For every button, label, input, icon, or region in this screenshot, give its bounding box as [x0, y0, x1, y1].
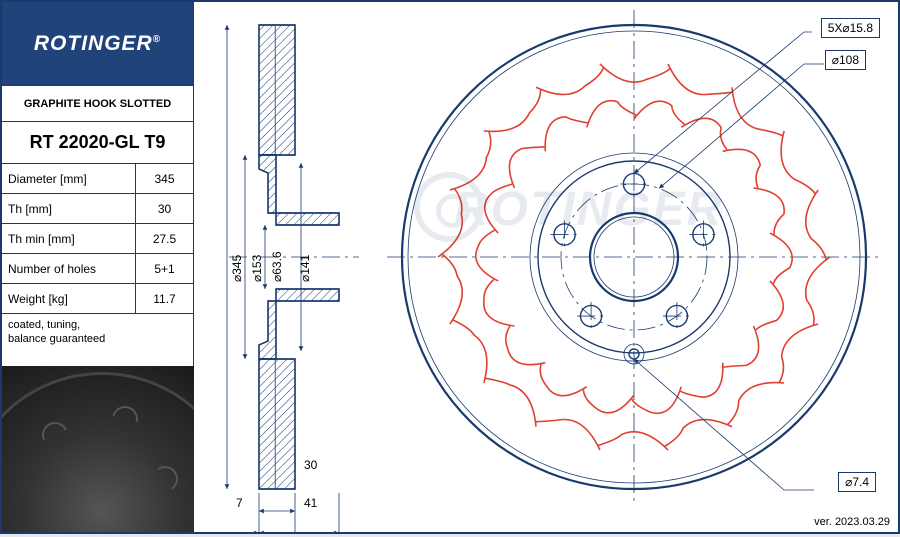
- spec-value: 11.7: [136, 284, 193, 313]
- spec-row: Diameter [mm] 345: [2, 164, 193, 194]
- part-number: RT 22020-GL T9: [2, 122, 193, 164]
- spec-label: Weight [kg]: [2, 284, 136, 313]
- technical-drawing: ROTINGER 5X⌀15.8 ⌀108 ⌀7.4: [194, 2, 900, 532]
- brand-text: ROTINGER®: [34, 32, 161, 56]
- callout-pcd: ⌀108: [825, 50, 866, 70]
- spec-value: 30: [136, 194, 193, 223]
- spec-label: Diameter [mm]: [2, 164, 136, 193]
- brand-logo: ROTINGER®: [2, 2, 193, 86]
- spec-label: Th [mm]: [2, 194, 136, 223]
- dim-off7: 7: [236, 496, 243, 510]
- dim-d63_6: ⌀63.6: [270, 251, 284, 282]
- callout-center-pin: ⌀7.4: [838, 472, 876, 492]
- dim-d153: ⌀153: [250, 255, 264, 282]
- spec-value: 345: [136, 164, 193, 193]
- brand-name: ROTINGER: [34, 32, 153, 55]
- spec-row: Th min [mm] 27.5: [2, 224, 193, 254]
- dim-d141: ⌀141: [298, 255, 312, 282]
- spec-row: Weight [kg] 11.7: [2, 284, 193, 314]
- spec-value: 27.5: [136, 224, 193, 253]
- spec-row: Th [mm] 30: [2, 194, 193, 224]
- brand-registered: ®: [153, 34, 161, 45]
- dim-off41: 41: [304, 496, 317, 510]
- photo-disc-icon: [2, 372, 194, 532]
- callout-bolt-pattern: 5X⌀15.8: [821, 18, 880, 38]
- spec-label: Number of holes: [2, 254, 136, 283]
- page: ROTINGER® GRAPHITE HOOK SLOTTED RT 22020…: [0, 0, 900, 534]
- spec-row: Number of holes 5+1: [2, 254, 193, 284]
- product-subtitle: GRAPHITE HOOK SLOTTED: [2, 86, 193, 122]
- dim-d345: ⌀345: [230, 255, 244, 282]
- dim-th30: 30: [304, 458, 317, 472]
- spec-notes: coated, tuning, balance guaranteed: [2, 314, 193, 351]
- spec-label: Th min [mm]: [2, 224, 136, 253]
- product-photo: [2, 366, 194, 532]
- info-panel: ROTINGER® GRAPHITE HOOK SLOTTED RT 22020…: [2, 2, 194, 532]
- spec-value: 5+1: [136, 254, 193, 283]
- version-text: ver. 2023.03.29: [814, 516, 890, 528]
